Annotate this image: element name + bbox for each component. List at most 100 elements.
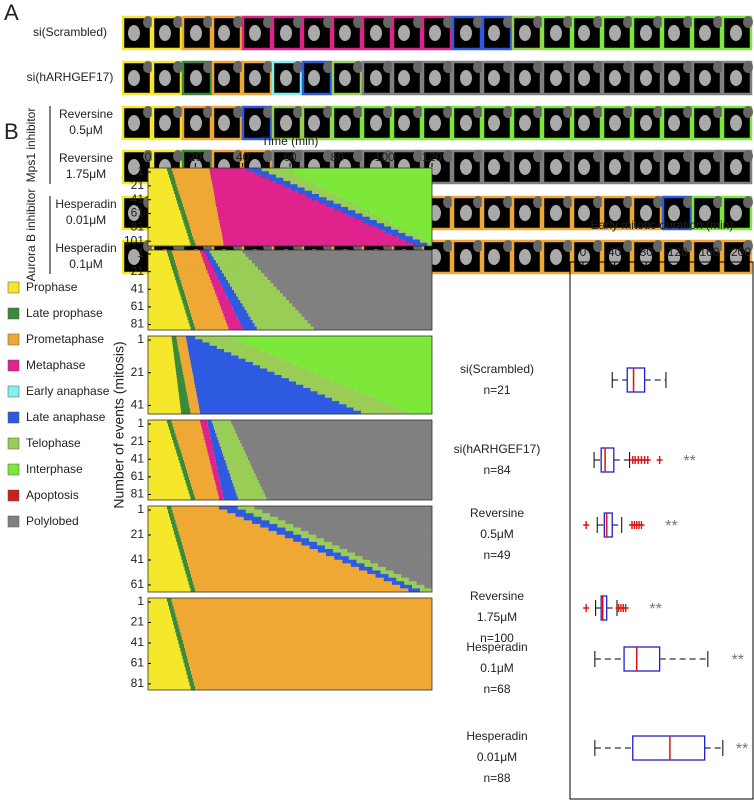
cell	[308, 70, 320, 86]
phase-segment	[199, 407, 354, 412]
category-label: Reversine	[470, 589, 524, 603]
phase-segment	[175, 613, 433, 618]
phase-segment	[195, 686, 432, 691]
phase-segment	[148, 203, 179, 208]
phase-segment	[178, 273, 209, 277]
cell	[699, 205, 711, 221]
cell	[488, 205, 500, 221]
phase-segment	[148, 581, 189, 586]
phase-segment	[148, 384, 178, 389]
x-tick-label: 20	[189, 150, 203, 164]
cell	[699, 70, 711, 86]
phase-segment	[148, 647, 181, 652]
phase-segment	[285, 296, 432, 301]
phase-segment	[176, 184, 213, 188]
phase-segment	[193, 320, 226, 324]
phase-segment	[326, 552, 341, 557]
y-tick-label: 81	[131, 220, 145, 234]
cell	[519, 205, 531, 221]
outlier	[644, 456, 651, 464]
cell	[190, 25, 202, 41]
phase-segment	[249, 460, 432, 464]
cell	[460, 115, 472, 131]
phase-segment	[246, 310, 299, 314]
phase-segment	[300, 527, 432, 532]
cell	[323, 150, 333, 162]
phase-segment	[179, 194, 215, 198]
cell	[370, 115, 382, 131]
phase-segment	[184, 566, 190, 571]
phase-segment	[341, 210, 356, 214]
cell	[263, 61, 273, 73]
phase-segment	[300, 365, 432, 369]
phase-segment	[210, 433, 217, 437]
cell	[550, 159, 562, 175]
cell	[578, 249, 590, 265]
phase-segment	[301, 541, 318, 546]
phase-segment	[235, 490, 264, 494]
phase-segment	[238, 436, 432, 441]
cell	[563, 150, 573, 162]
cell	[203, 150, 213, 162]
phase-segment	[247, 456, 432, 461]
phase-segment	[220, 446, 244, 451]
phase-segment	[179, 397, 189, 402]
phase-segment	[173, 426, 202, 431]
phase-segment	[181, 365, 192, 369]
cell	[353, 150, 363, 162]
phase-segment	[338, 381, 432, 386]
phase-segment	[173, 270, 178, 274]
row-label: 0.5μM	[69, 123, 103, 137]
phase-segment	[387, 220, 432, 224]
row-label: Hesperadin	[55, 197, 116, 211]
cell	[353, 106, 363, 118]
cell	[550, 205, 562, 221]
phase-segment	[214, 453, 224, 457]
phase-segment	[237, 496, 267, 501]
phase-segment	[250, 463, 432, 467]
phase-segment	[148, 306, 185, 311]
phase-segment	[201, 426, 209, 431]
phase-segment	[148, 584, 190, 589]
phase-segment	[187, 342, 210, 347]
phase-segment	[194, 239, 224, 244]
phase-segment	[185, 667, 191, 672]
phase-segment	[178, 624, 432, 629]
phase-segment	[221, 283, 231, 287]
phase-segment	[223, 313, 237, 317]
phase-segment	[212, 181, 277, 185]
phase-segment	[216, 463, 227, 467]
legend-swatch	[7, 281, 20, 294]
cell	[593, 61, 603, 73]
cell	[609, 115, 621, 131]
phase-segment	[349, 200, 432, 205]
phase-segment	[184, 663, 190, 668]
cell	[280, 70, 292, 86]
phase-segment	[319, 200, 334, 205]
cell	[683, 240, 693, 252]
cell	[443, 61, 453, 73]
phase-segment	[148, 446, 176, 451]
phase-segment	[192, 674, 432, 679]
phase-segment	[179, 401, 189, 405]
phase-segment	[346, 404, 393, 408]
phase-segment	[220, 226, 378, 231]
phase-segment	[175, 446, 180, 451]
phase-segment	[207, 450, 214, 454]
phase-segment	[217, 490, 223, 494]
panel-frame	[147, 249, 433, 331]
cell	[653, 61, 663, 73]
cell	[383, 16, 393, 28]
phase-segment	[295, 306, 432, 311]
cell	[460, 205, 472, 221]
phase-segment	[377, 226, 392, 231]
cell	[730, 70, 742, 86]
phase-segment	[148, 260, 171, 264]
phase-segment	[189, 404, 199, 408]
frame	[331, 60, 363, 96]
phase-segment	[391, 581, 405, 586]
phase-segment	[219, 266, 259, 271]
phase-segment	[257, 476, 432, 481]
legend-swatch	[7, 489, 20, 502]
phase-segment	[284, 358, 432, 363]
